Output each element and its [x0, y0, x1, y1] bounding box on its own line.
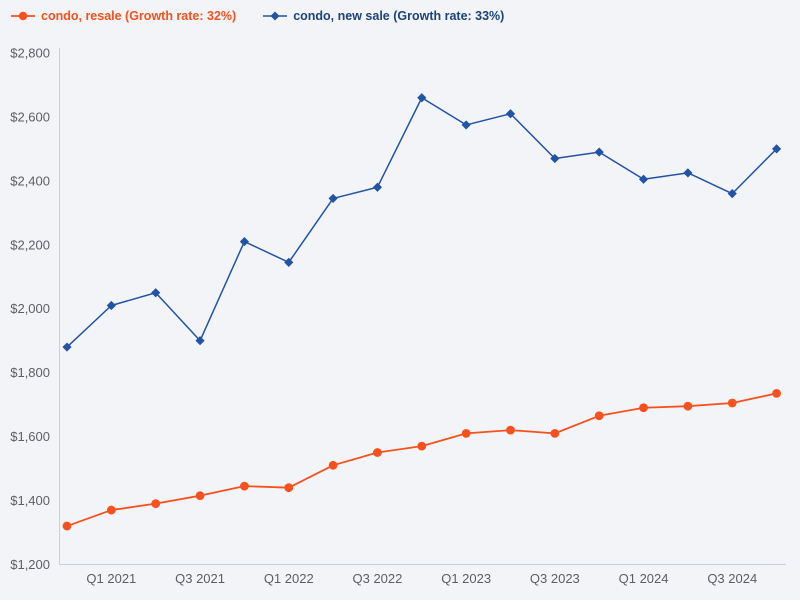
- data-point-marker-condo-new-sale[interactable]: [594, 147, 604, 157]
- data-point-marker-condo-new-sale[interactable]: [62, 342, 72, 352]
- series-line-condo-resale: [66, 392, 777, 527]
- legend-item-condo-resale[interactable]: condo, resale (Growth rate: 32%): [10, 9, 236, 23]
- data-point-marker-condo-resale[interactable]: [772, 389, 781, 398]
- data-point-marker-condo-new-sale[interactable]: [372, 182, 383, 192]
- x-tick-label: Q1 2023: [441, 571, 491, 586]
- data-point-marker-condo-new-sale[interactable]: [638, 174, 649, 184]
- data-point-marker-condo-resale[interactable]: [373, 448, 382, 457]
- data-point-marker-condo-resale[interactable]: [240, 481, 249, 491]
- x-tick-label: Q3 2022: [353, 571, 403, 586]
- x-tick-label: Q1 2021: [86, 571, 136, 586]
- data-point-marker-condo-resale[interactable]: [683, 401, 693, 411]
- y-tick-label: $1,800: [10, 365, 50, 380]
- x-tick-label: Q1 2024: [619, 571, 669, 586]
- circle-marker-icon: [11, 11, 35, 21]
- data-point-marker-condo-new-sale[interactable]: [328, 193, 338, 204]
- series-line-condo-new-sale: [66, 96, 778, 348]
- y-tick-label: $1,600: [10, 429, 50, 444]
- x-tick-label: Q1 2022: [264, 571, 314, 586]
- data-point-marker-condo-resale[interactable]: [417, 441, 427, 451]
- y-tick-label: $2,600: [10, 109, 50, 124]
- x-tick-label: Q3 2024: [707, 571, 757, 586]
- data-point-marker-condo-new-sale[interactable]: [239, 236, 249, 247]
- y-tick-label: $2,200: [10, 237, 50, 252]
- data-point-marker-condo-new-sale[interactable]: [284, 257, 294, 267]
- data-point-marker-condo-new-sale[interactable]: [505, 109, 516, 119]
- data-point-marker-condo-resale[interactable]: [62, 521, 72, 531]
- y-tick-label: $1,400: [10, 493, 50, 508]
- legend-label-condo-resale: condo, resale (Growth rate: 32%): [41, 9, 237, 23]
- data-point-marker-condo-new-sale[interactable]: [151, 288, 161, 298]
- y-tick-label: $1,200: [10, 557, 50, 572]
- data-point-marker-condo-resale[interactable]: [594, 411, 604, 421]
- data-point-marker-condo-resale[interactable]: [461, 428, 471, 438]
- data-point-marker-condo-new-sale[interactable]: [461, 120, 471, 130]
- data-point-marker-condo-new-sale[interactable]: [727, 189, 737, 199]
- data-point-marker-condo-new-sale[interactable]: [106, 300, 116, 311]
- data-point-marker-condo-new-sale[interactable]: [683, 168, 693, 178]
- x-tick-label: Q3 2021: [175, 571, 225, 586]
- y-tick-label: $2,000: [10, 301, 50, 316]
- data-point-marker-condo-resale[interactable]: [727, 398, 737, 408]
- data-point-marker-condo-new-sale[interactable]: [195, 336, 205, 346]
- chart-legend: condo, resale (Growth rate: 32%) condo, …: [10, 9, 504, 23]
- data-point-marker-condo-resale[interactable]: [639, 403, 648, 413]
- data-point-marker-condo-resale[interactable]: [284, 483, 294, 493]
- diamond-marker-icon: [263, 11, 288, 21]
- data-point-marker-condo-resale[interactable]: [195, 491, 205, 501]
- y-tick-label: $2,400: [10, 173, 50, 188]
- data-point-marker-condo-new-sale[interactable]: [417, 93, 427, 103]
- x-tick-label: Q3 2023: [530, 571, 580, 586]
- data-point-marker-condo-resale[interactable]: [506, 425, 515, 435]
- data-point-marker-condo-new-sale[interactable]: [772, 144, 782, 154]
- data-point-marker-condo-resale[interactable]: [151, 499, 161, 509]
- y-tick-label: $2,800: [10, 46, 50, 61]
- data-point-marker-condo-resale[interactable]: [550, 428, 560, 438]
- data-point-marker-condo-resale[interactable]: [328, 460, 338, 470]
- legend-item-condo-new-sale[interactable]: condo, new sale (Growth rate: 33%): [262, 9, 504, 23]
- legend-label-condo-new-sale: condo, new sale (Growth rate: 33%): [293, 9, 505, 23]
- data-point-marker-condo-resale[interactable]: [106, 505, 116, 515]
- data-point-marker-condo-new-sale[interactable]: [550, 153, 560, 164]
